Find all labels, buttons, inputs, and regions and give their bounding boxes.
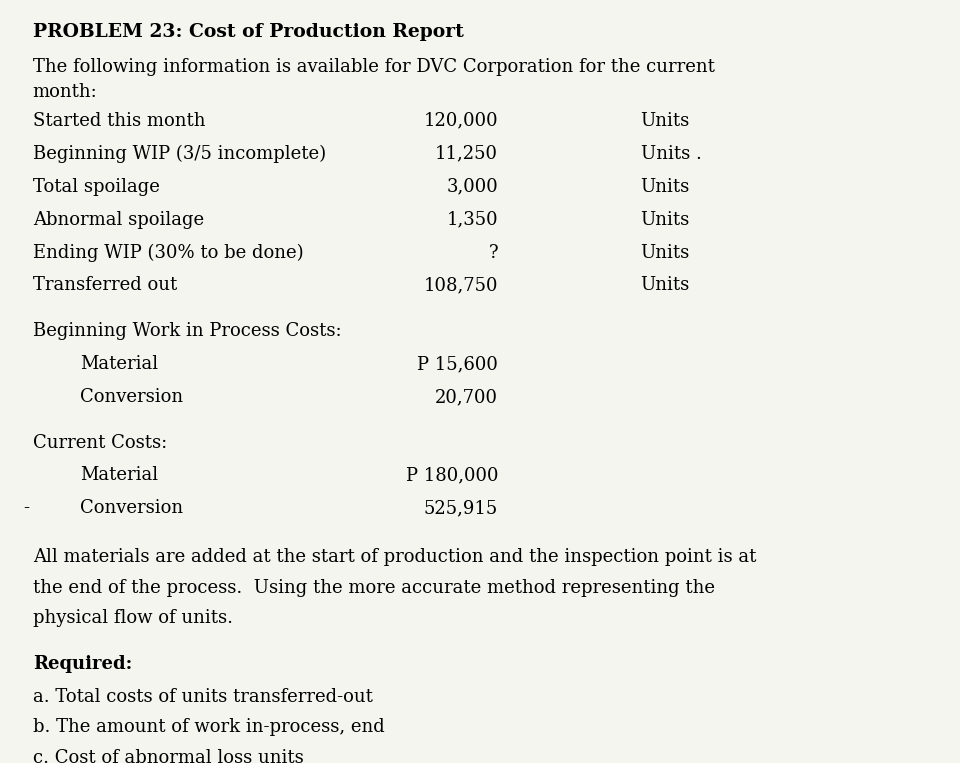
- Text: physical flow of units.: physical flow of units.: [33, 609, 232, 627]
- Text: Material: Material: [81, 355, 158, 373]
- Text: Started this month: Started this month: [33, 112, 205, 130]
- Text: 120,000: 120,000: [423, 112, 498, 130]
- Text: PROBLEM 23: Cost of Production Report: PROBLEM 23: Cost of Production Report: [33, 23, 464, 41]
- Text: Material: Material: [81, 466, 158, 485]
- Text: P 180,000: P 180,000: [406, 466, 498, 485]
- Text: P 15,600: P 15,600: [418, 355, 498, 373]
- Text: Conversion: Conversion: [81, 499, 183, 517]
- Text: Ending WIP (30% to be done): Ending WIP (30% to be done): [33, 243, 303, 262]
- Text: c. Cost of abnormal loss units: c. Cost of abnormal loss units: [33, 749, 303, 763]
- Text: 1,350: 1,350: [446, 211, 498, 229]
- Text: Conversion: Conversion: [81, 388, 183, 406]
- Text: Units .: Units .: [640, 145, 702, 163]
- Text: 108,750: 108,750: [423, 276, 498, 295]
- Text: Beginning Work in Process Costs:: Beginning Work in Process Costs:: [33, 322, 342, 340]
- Text: Units: Units: [640, 112, 690, 130]
- Text: Units: Units: [640, 243, 690, 262]
- Text: 3,000: 3,000: [446, 178, 498, 195]
- Text: 11,250: 11,250: [435, 145, 498, 163]
- Text: Required:: Required:: [33, 655, 132, 673]
- Text: ?: ?: [489, 243, 498, 262]
- Text: month:: month:: [33, 83, 97, 101]
- Text: Current Costs:: Current Costs:: [33, 433, 167, 452]
- Text: Total spoilage: Total spoilage: [33, 178, 159, 195]
- Text: Units: Units: [640, 211, 690, 229]
- Text: Beginning WIP (3/5 incomplete): Beginning WIP (3/5 incomplete): [33, 145, 325, 163]
- Text: The following information is available for DVC Corporation for the current: The following information is available f…: [33, 58, 714, 76]
- Text: 525,915: 525,915: [424, 499, 498, 517]
- Text: Units: Units: [640, 178, 690, 195]
- Text: 20,700: 20,700: [435, 388, 498, 406]
- Text: Units: Units: [640, 276, 690, 295]
- Text: a. Total costs of units transferred-out: a. Total costs of units transferred-out: [33, 688, 372, 706]
- Text: b. The amount of work in-process, end: b. The amount of work in-process, end: [33, 719, 384, 736]
- Text: Transferred out: Transferred out: [33, 276, 177, 295]
- Text: the end of the process.  Using the more accurate method representing the: the end of the process. Using the more a…: [33, 578, 714, 597]
- Text: -: -: [23, 499, 29, 517]
- Text: Abnormal spoilage: Abnormal spoilage: [33, 211, 204, 229]
- Text: All materials are added at the start of production and the inspection point is a: All materials are added at the start of …: [33, 548, 756, 566]
